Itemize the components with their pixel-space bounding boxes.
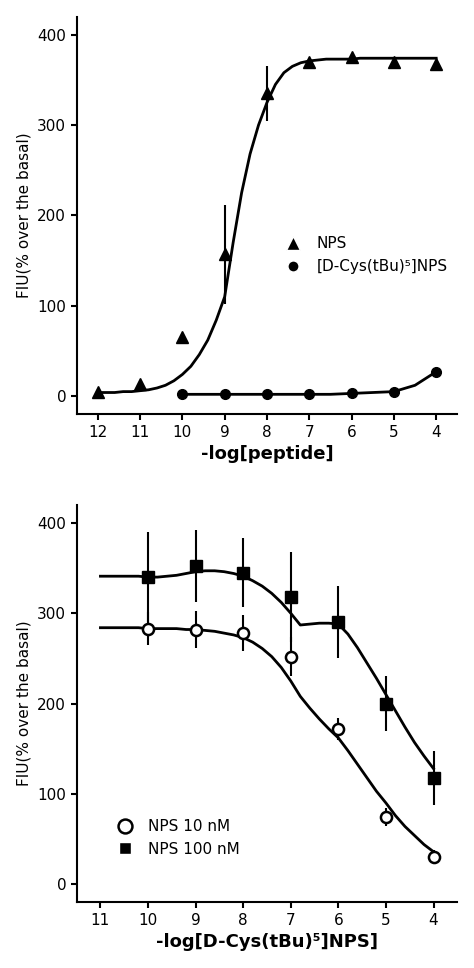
X-axis label: -log[D-Cys(tBu)⁵]NPS]: -log[D-Cys(tBu)⁵]NPS] [156,933,378,952]
X-axis label: -log[peptide]: -log[peptide] [201,445,333,463]
Y-axis label: FIU(% over the basal): FIU(% over the basal) [17,620,32,786]
Legend: NPS 10 nM, NPS 100 nM: NPS 10 nM, NPS 100 nM [103,813,246,862]
Legend: NPS, [D-Cys(tBu)⁵]NPS: NPS, [D-Cys(tBu)⁵]NPS [272,230,454,280]
Y-axis label: FIU(% over the basal): FIU(% over the basal) [17,133,32,298]
